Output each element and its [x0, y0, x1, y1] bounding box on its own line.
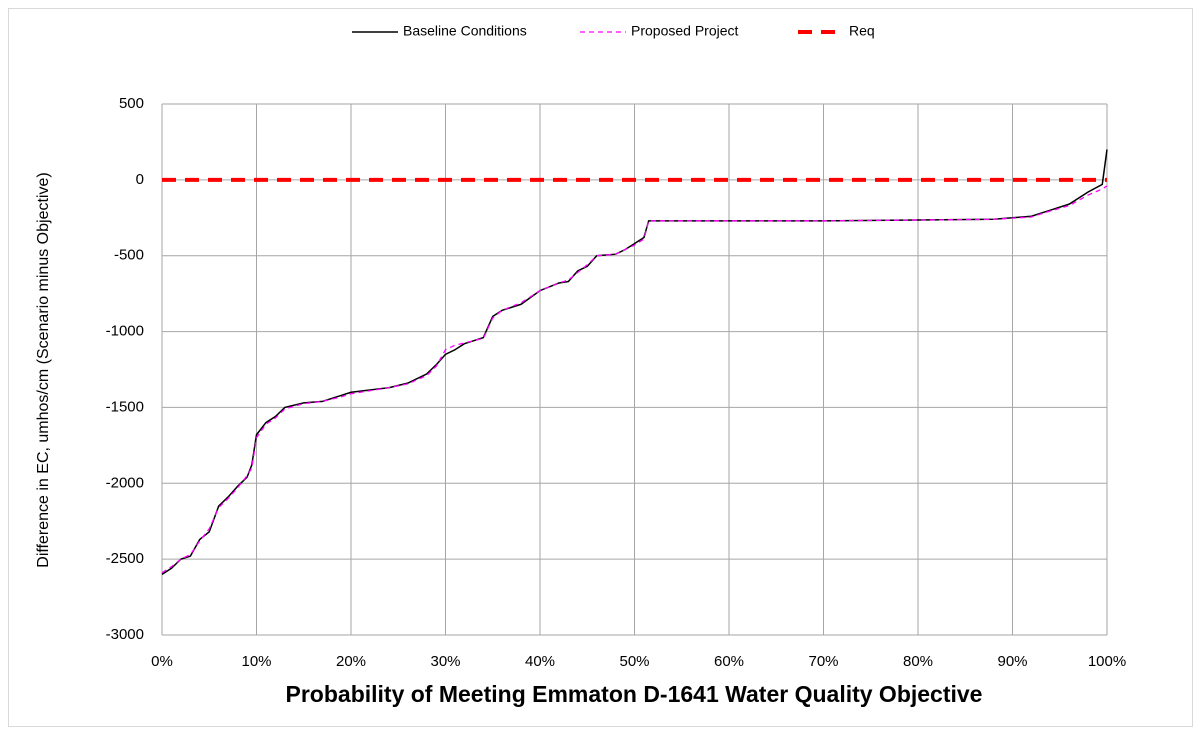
y-tick-label: -500 [114, 247, 144, 264]
x-tick-label: 20% [336, 653, 366, 670]
x-tick-label: 60% [714, 653, 744, 670]
x-tick-label: 80% [903, 653, 933, 670]
series-line [161, 185, 1108, 574]
x-axis-label: Probability of Meeting Emmaton D-1641 Wa… [286, 681, 983, 707]
x-tick-label: 10% [241, 653, 271, 670]
y-tick-label: -2500 [106, 550, 144, 567]
y-tick-label: -1000 [106, 323, 144, 340]
x-tick-label: 40% [525, 653, 555, 670]
x-tick-label: 0% [151, 653, 173, 670]
chart-border [8, 8, 1193, 727]
y-tick-label: 0 [136, 171, 144, 188]
y-tick-label: -1500 [106, 398, 144, 415]
y-tick-label: -2000 [106, 474, 144, 491]
x-tick-label: 50% [619, 653, 649, 670]
legend-label: Baseline Conditions [403, 23, 527, 39]
x-tick-label: 90% [997, 653, 1027, 670]
x-tick-label: 30% [430, 653, 460, 670]
legend-label: Req [849, 23, 875, 39]
legend-label: Proposed Project [631, 23, 739, 39]
y-tick-label: 500 [119, 95, 144, 112]
x-tick-label: 70% [808, 653, 838, 670]
x-tick-label: 100% [1088, 653, 1126, 670]
y-tick-label: -3000 [106, 626, 144, 643]
y-axis-label: Difference in EC, umhos/cm (Scenario min… [35, 172, 52, 567]
